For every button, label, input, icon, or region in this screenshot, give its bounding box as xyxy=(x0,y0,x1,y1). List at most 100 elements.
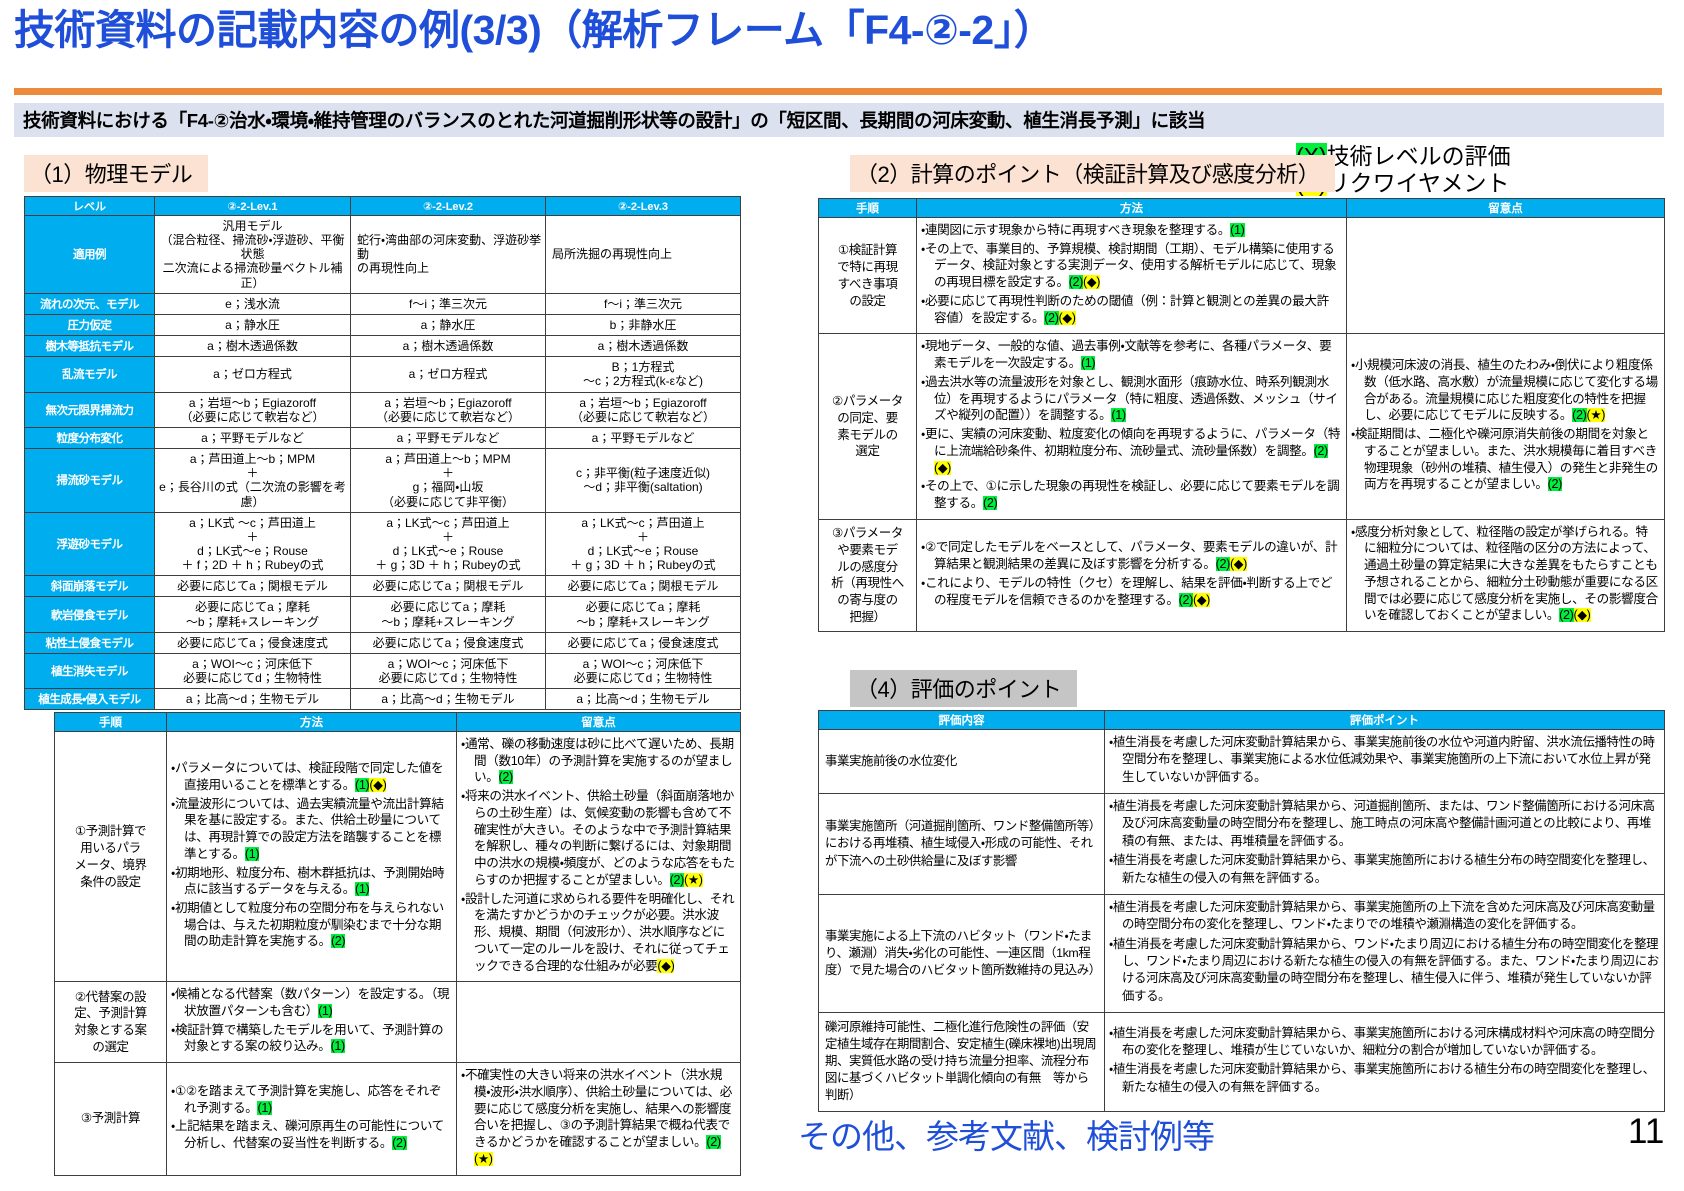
table-row: 斜面崩落モデル 必要に応じてa；関根モデル 必要に応じてa；関根モデル 必要に応じてa… xyxy=(24,575,741,598)
prediction-points-table: 手順 方法 留意点 ①予測計算で用いるパラメータ、境界条件の設定パラメータについ… xyxy=(54,712,741,1176)
list-item: その上で、事業目的、予算規模、検討期間（工期）、モデル構築に使用するデータ、検証… xyxy=(921,241,1341,291)
step-cell: ③予測計算 xyxy=(54,1062,167,1176)
cell-lv2: a；平野モデルなど xyxy=(350,426,546,450)
col-header-note: 留意点 xyxy=(1346,198,1665,218)
cell-lv3: c；非平衡(粒子速度近似) ～d；非平衡(saltation) xyxy=(545,448,741,513)
table-row: 適用例 汎用モデル （混合粒径、掃流砂・浮遊砂、平衡状態 二次流による掃流砂量ベクトル… xyxy=(24,215,741,294)
step-cell: ②代替案の設 定、予測計算 対象とする案 の選定 xyxy=(54,981,167,1064)
table-header-row: レベル ②-2-Lev.1 ②-2-Lev.2 ②-2-Lev.3 xyxy=(24,196,741,216)
row-header-8: 浮遊砂モデル xyxy=(24,511,155,577)
cell-lv2: a；芦田道上～b；MPM ＋ g；福岡・山坂 （必要に応じて非平衡） xyxy=(350,448,546,513)
note-cell: 不確実性の大きい将来の洪水イベント（洪水規模・波形・洪水順序）、供給土砂量につい… xyxy=(456,1062,741,1176)
table-row: 圧力仮定 a；静水圧 a；静水圧 b；非静水圧 xyxy=(24,313,741,337)
row-header-13: 植生成長・侵入モデル xyxy=(24,688,155,711)
subtitle-text: 技術資料における「F4-②治水・環境・維持管理のバランスのとれた河道掘削形状等の… xyxy=(23,110,1206,131)
cell-lv2: 必要に応じてa；摩耗 ～b；摩耗+スレーキング xyxy=(350,596,546,633)
note-cell: 小規模河床波の消長、植生のたわみ・倒伏により粗度係数（低水路、高水敷）が流量規模… xyxy=(1346,333,1665,520)
title-divider xyxy=(14,88,1662,95)
cell-lv2: 必要に応じてa；関根モデル xyxy=(350,575,546,598)
table-row: 流れの次元、モデル e；浅水流 f～i；準三次元 f～i；準三次元 xyxy=(24,292,741,315)
table-row: 浮遊砂モデル a；LK式 ～c；芦田道上＋ d；LK式～e；Rouse ＋ f；2D … xyxy=(24,511,741,577)
cell-lv1: a；静水圧 xyxy=(154,313,351,337)
cell-lv3: a；岩垣～b；Egiazoroff （必要に応じて軟岩など） xyxy=(545,391,741,428)
legend-requirement-label: リクワイヤメント xyxy=(1326,170,1510,197)
method-cell: 連関図に示す現象から特に再現すべき現象を整理する。(1) その上で、事業目的、予算… xyxy=(916,216,1347,335)
table-header-row: 評価内容 評価ポイント xyxy=(818,710,1665,730)
table-row: 粒度分布変化 a；平野モデルなど a；平野モデルなど a；平野モデルなど xyxy=(24,426,741,450)
col-header-lev3: ②-2-Lev.3 xyxy=(545,196,741,216)
row-header-7: 掃流砂モデル xyxy=(24,448,155,513)
cell-lv2: 蛇行・湾曲部の河床変動、浮遊砂挙動 の再現性向上 xyxy=(350,215,546,294)
col-header-level: レベル xyxy=(24,196,155,216)
cell-lv2: a；LK式～c；芦田道上＋ d；LK式～e；Rouse ＋ g；3D ＋ h；Rub… xyxy=(350,511,546,577)
table-header-row: 手順 方法 留意点 xyxy=(818,198,1665,218)
list-item: 上記結果を踏まえ、礫河原再生の可能性について分析し、代替案の妥当性を判断する。(… xyxy=(171,1118,451,1151)
cell-lv3: a；LK式～c；芦田道上＋ d；LK式～e；Rouse ＋ g；3D ＋ h；Rub… xyxy=(545,511,741,577)
list-item: これにより、モデルの特性（クセ）を理解し、結果を評価・判断する上でどの程度モデル… xyxy=(921,575,1341,608)
table-row: 植生成長・侵入モデル a；比高～d；生物モデル a；比高～d；生物モデル a；比高～d… xyxy=(24,688,741,711)
evaluation-points-table: 評価内容 評価ポイント 事業実施前後の水位変化植生消長を考慮した河床変動計算結果… xyxy=(818,710,1665,1112)
cell-lv2: a；静水圧 xyxy=(350,313,546,337)
table-row: 事業実施による上下流のハビタット（ワンド・たまり、瀬淵）消失・劣化の可能性、一連… xyxy=(818,893,1665,1014)
row-header-1: 流れの次元、モデル xyxy=(24,292,155,315)
list-item: 植生消長を考慮した河床変動計算結果から、事業実施前後の水位や河道内貯留、洪水流伝… xyxy=(1109,734,1659,786)
method-cell: ②で同定したモデルをベースとして、パラメータ、要素モデルの違いが、計算結果と観測… xyxy=(916,518,1347,633)
note-cell: 通常、礫の移動速度は砂に比べて遅いため、長期間（数10年）の予測計算を実施するの… xyxy=(456,730,741,983)
cell-lv1: 汎用モデル （混合粒径、掃流砂・浮遊砂、平衡状態 二次流による掃流砂量ベクトル補正） xyxy=(154,215,351,294)
list-item: 感度分析対象として、粒径階の設定が挙げられる。特に細粒分については、粒径階の区分… xyxy=(1351,524,1659,624)
col-header-method: 方法 xyxy=(916,198,1347,218)
row-header-0: 適用例 xyxy=(24,215,155,294)
footer-note: その他、参考文献、検討例等 xyxy=(798,1118,1215,1155)
table-row: 樹木等抵抗モデル a；樹木透過係数 a；樹木透過係数 a；樹木透過係数 xyxy=(24,335,741,358)
col-header-method: 方法 xyxy=(166,712,457,732)
method-cell: 現地データ、一般的な値、過去事例・文献等を参考に、各種パラメータ、要素モデルを一… xyxy=(916,333,1347,520)
cell-lv1: 必要に応じてa；摩耗 ～b；摩耗+スレーキング xyxy=(154,596,351,633)
evaluation-point-cell: 植生消長を考慮した河床変動計算結果から、河道掘削箇所、または、ワンド整備箇所にお… xyxy=(1104,793,1665,895)
cell-lv1: a；ゼロ方程式 xyxy=(154,356,351,393)
list-item: 将来の洪水イベント、供給土砂量（斜面崩落地からの土砂生産）は、気候変動の影響も含… xyxy=(461,788,735,888)
physical-model-table: レベル ②-2-Lev.1 ②-2-Lev.2 ②-2-Lev.3 適用例 汎用モ… xyxy=(24,196,741,711)
table-row: ②代替案の設定、予測計算対象とする案の選定候補となる代替案（数パターン）を設定す… xyxy=(54,981,741,1064)
list-item: ①②を踏まえて予測計算を実施し、応答をそれぞれ予測する。(1) xyxy=(171,1083,451,1116)
evaluation-content-cell: 事業実施箇所（河道掘削箇所、ワンド整備箇所等）における再堆積、植生域侵入・形成の… xyxy=(818,793,1105,895)
calculation-points-table: 手順 方法 留意点 ①検証計算で特に再現すべき事項の設定連関図に示す現象から特に… xyxy=(818,198,1665,633)
cell-lv2: 必要に応じてa；侵食速度式 xyxy=(350,631,546,654)
list-item: 不確実性の大きい将来の洪水イベント（洪水規模・波形・洪水順序）、供給土砂量につい… xyxy=(461,1067,735,1167)
step-cell: ②パラメータ の同定、要 素モデルの 選定 xyxy=(818,333,917,520)
list-item: 初期地形、粒度分布、樹木群抵抗は、予測開始時点に該当するデータを与える。(1) xyxy=(171,865,451,898)
section-caption-calc: （2）計算のポイント（検証計算及び感度分析） xyxy=(850,155,1336,192)
table-row: 礫河原維持可能性、二極化進行危険性の評価（安定植生域存在期間割合、安定植生(礫床… xyxy=(818,1012,1665,1112)
col-header-eval-point: 評価ポイント xyxy=(1104,710,1665,730)
list-item: 植生消長を考慮した河床変動計算結果から、事業実施箇所における植生分布の時空間変化… xyxy=(1109,852,1659,887)
row-header-6: 粒度分布変化 xyxy=(24,426,155,450)
col-header-note: 留意点 xyxy=(456,712,741,732)
list-item: 通常、礫の移動速度は砂に比べて遅いため、長期間（数10年）の予測計算を実施するの… xyxy=(461,736,735,786)
row-header-2: 圧力仮定 xyxy=(24,313,155,337)
table-row: ①検証計算で特に再現すべき事項の設定連関図に示す現象から特に再現すべき現象を整理… xyxy=(818,216,1665,335)
list-item: 初期値として粒度分布の空間分布を与えられない場合は、与えた初期粒度が馴染むまで十… xyxy=(171,900,451,950)
cell-lv1: a；平野モデルなど xyxy=(154,426,351,450)
method-cell: パラメータについては、検証段階で同定した値を直接用いることを標準とする。(1)(… xyxy=(166,730,457,983)
cell-lv3: f～i；準三次元 xyxy=(545,292,741,315)
list-item: 検証計算で構築したモデルを用いて、予測計算の対象とする案の絞り込み。(1) xyxy=(171,1022,451,1055)
page-number: 11 xyxy=(1628,1112,1665,1151)
method-cell: ①②を踏まえて予測計算を実施し、応答をそれぞれ予測する。(1)上記結果を踏まえ、… xyxy=(166,1062,457,1176)
col-header-step: 手順 xyxy=(54,712,167,732)
table-row: 粘性土侵食モデル 必要に応じてa；侵食速度式 必要に応じてa；侵食速度式 必要に応じて… xyxy=(24,631,741,654)
table-header-row: 手順 方法 留意点 xyxy=(54,712,741,732)
cell-lv3: B；1方程式 ～c；2方程式(k-εなど) xyxy=(545,356,741,393)
cell-lv1: a；芦田道上～b；MPM ＋ e；長谷川の式（二次流の影響を考慮） xyxy=(154,448,351,513)
table-row: ③予測計算①②を踏まえて予測計算を実施し、応答をそれぞれ予測する。(1)上記結果… xyxy=(54,1062,741,1176)
section-caption-physical: （1）物理モデル xyxy=(24,155,209,192)
cell-lv1: a；WOI～c；河床低下 必要に応じてd；生物特性 xyxy=(154,652,351,690)
method-cell: 候補となる代替案（数パターン）を設定する。（現状放置パターンも含む）(1)検証計… xyxy=(166,981,457,1064)
page-title: 技術資料の記載内容の例(3/3)（解析フレーム「F4-②-2」） xyxy=(14,7,1055,53)
legend-tech-level-label: 技術レベルの評価 xyxy=(1326,143,1511,169)
row-header-10: 軟岩侵食モデル xyxy=(24,596,155,633)
table-row: 無次元限界掃流力 a；岩垣～b；Egiazoroff （必要に応じて軟岩など） a；岩… xyxy=(24,391,741,428)
cell-lv3: b；非静水圧 xyxy=(545,313,741,337)
cell-lv3: 必要に応じてa；摩耗 ～b；摩耗+スレーキング xyxy=(545,596,741,633)
list-item: パラメータについては、検証段階で同定した値を直接用いることを標準とする。(1)(… xyxy=(171,760,451,793)
cell-lv2: a；ゼロ方程式 xyxy=(350,356,546,393)
note-cell xyxy=(456,981,741,1064)
